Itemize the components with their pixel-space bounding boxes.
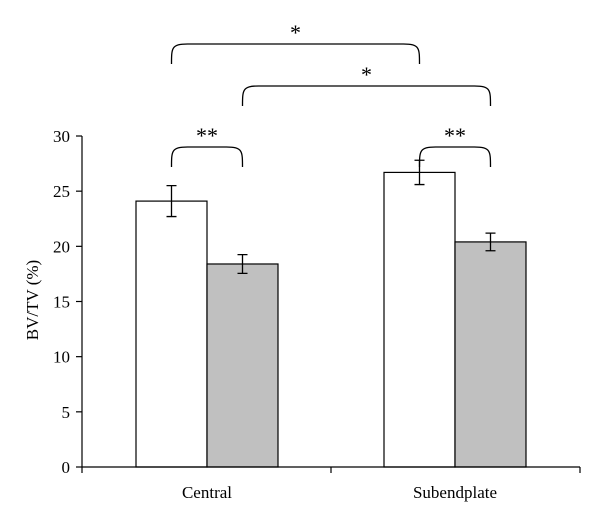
y-axis-title: BV/TV (%) [23,260,42,340]
category-label-central: Central [182,483,232,502]
bar-subendplate-2 [454,241,527,468]
significance-bracket [418,146,492,168]
bar-central-2 [206,263,279,468]
significance-label: * [361,62,372,87]
error-bar-subendplate-2 [485,232,496,252]
significance-bracket [170,43,421,65]
significance-bracket [241,85,492,107]
y-tick-label: 15 [53,293,70,312]
y-tick-label: 25 [53,182,70,201]
y-tick-label: 20 [53,237,70,256]
bar-subendplate-1 [383,171,456,468]
error-bar-central-1 [166,185,177,218]
y-tick-label: 0 [62,458,71,477]
error-bar-central-2 [237,253,248,275]
significance-label: * [290,20,301,45]
significance-label: ** [196,123,218,148]
category-label-subendplate: Subendplate [413,483,497,502]
y-tick-label: 10 [53,348,70,367]
y-tick-label: 30 [53,127,70,146]
bar-central-1 [135,200,208,468]
y-tick-label: 5 [62,403,71,422]
significance-label: ** [444,123,466,148]
significance-bracket [170,146,244,168]
